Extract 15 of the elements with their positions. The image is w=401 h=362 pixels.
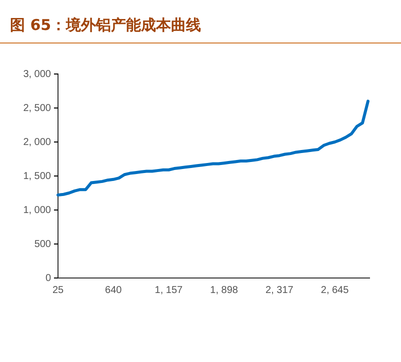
x-tick-label: 2, 317: [266, 285, 294, 296]
x-tick-label: 1, 157: [154, 285, 184, 296]
y-tick-label: 0: [45, 273, 52, 284]
y-tick-label: 2, 000: [23, 137, 52, 148]
y-tick-label: 3, 000: [23, 69, 52, 80]
y-tick-label: 2, 500: [23, 103, 52, 114]
x-tick-label: 1, 898: [210, 285, 238, 296]
line-series: [56, 100, 370, 197]
x-tick-label: 640: [105, 285, 122, 296]
x-tick-label: 25: [52, 285, 64, 296]
y-tick-label: 1, 000: [23, 205, 52, 216]
chart-title: 图 65：境外铝产能成本曲线: [10, 16, 202, 34]
y-tick-label: 1, 500: [23, 171, 52, 182]
x-tick-label: 2, 645: [320, 285, 350, 296]
y-tick-label: 500: [34, 239, 52, 250]
